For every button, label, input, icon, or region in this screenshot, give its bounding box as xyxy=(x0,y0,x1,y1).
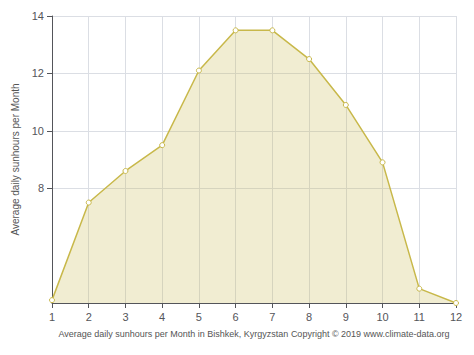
svg-text:7: 7 xyxy=(269,311,275,323)
svg-text:4: 4 xyxy=(159,311,165,323)
svg-text:10: 10 xyxy=(32,125,44,137)
svg-text:1: 1 xyxy=(49,311,55,323)
svg-text:6: 6 xyxy=(233,311,239,323)
svg-text:12: 12 xyxy=(32,67,44,79)
svg-text:2: 2 xyxy=(86,311,92,323)
svg-text:Average daily sunhours per Mon: Average daily sunhours per Month xyxy=(10,83,21,235)
svg-text:10: 10 xyxy=(376,311,388,323)
svg-text:11: 11 xyxy=(414,311,425,323)
svg-text:9: 9 xyxy=(343,311,349,323)
svg-text:14: 14 xyxy=(32,10,44,22)
svg-text:8: 8 xyxy=(38,182,44,194)
svg-text:Average daily sunhours per Mon: Average daily sunhours per Month in Bish… xyxy=(58,329,449,339)
svg-text:8: 8 xyxy=(306,311,312,323)
svg-text:5: 5 xyxy=(196,311,202,323)
svg-text:3: 3 xyxy=(122,311,128,323)
svg-text:12: 12 xyxy=(450,311,462,323)
